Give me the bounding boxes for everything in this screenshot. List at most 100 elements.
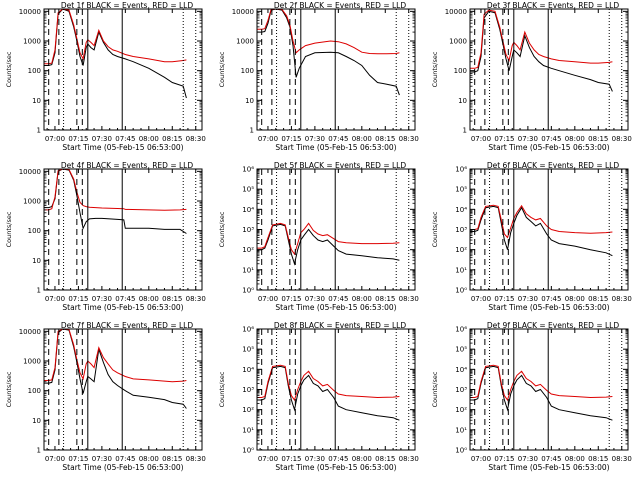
chart-title: Det 3f BLACK = Events, RED = LLD — [487, 1, 620, 10]
y-axis-label: Counts/sec — [218, 371, 226, 407]
plot-frame — [256, 168, 416, 291]
x-tick-label: 07:30 — [92, 455, 112, 463]
x-tick-label: 08:15 — [588, 135, 608, 143]
y-tick-label: 10¹ — [455, 426, 467, 434]
x-tick-label: 08:30 — [186, 455, 206, 463]
x-tick-label: 07:30 — [518, 455, 538, 463]
y-tick-label: 10⁴ — [455, 366, 467, 374]
y-tick-label: 10⁵ — [242, 186, 254, 194]
x-axis-label: Start Time (05-Feb-15 06:53:00) — [62, 143, 183, 152]
detector-panel-2: 07:00 07:15 07:30 07:45 08:00 08:15 08:30 1 10 10… — [213, 0, 426, 160]
x-tick-label: 07:15 — [68, 135, 88, 143]
lld-series-line — [44, 329, 187, 383]
events-series-line — [44, 329, 187, 409]
detector-panel-4: 07:00 07:15 07:30 07:45 08:00 08:15 08:30 1 10 10… — [0, 160, 213, 320]
x-tick-label: 08:30 — [612, 295, 632, 303]
y-tick-label: 1000 — [236, 38, 254, 46]
x-axis-label: Start Time (05-Feb-15 06:53:00) — [62, 463, 183, 472]
y-tick-label: 100 — [28, 67, 41, 75]
y-tick-label: 10² — [242, 406, 254, 414]
y-tick-label: 10⁴ — [455, 206, 467, 214]
x-tick-label: 08:30 — [612, 135, 632, 143]
lld-series-line — [257, 222, 400, 256]
y-tick-label: 100 — [28, 227, 41, 235]
x-tick-label: 08:00 — [565, 455, 585, 463]
y-tick-label: 10000 — [232, 8, 254, 16]
x-tick-label: 07:45 — [328, 135, 348, 143]
x-tick-label: 07:15 — [494, 295, 514, 303]
y-tick-label: 100 — [454, 67, 467, 75]
events-series-line — [470, 10, 613, 92]
plot-frame — [43, 328, 203, 451]
y-tick-label: 10⁵ — [455, 186, 467, 194]
x-tick-label: 07:00 — [471, 135, 491, 143]
x-tick-label: 08:00 — [352, 135, 372, 143]
x-tick-label: 07:45 — [115, 455, 135, 463]
y-axis-label: Counts/sec — [5, 211, 13, 247]
x-tick-label: 07:00 — [258, 455, 278, 463]
x-tick-label: 07:00 — [258, 295, 278, 303]
plot-frame — [469, 8, 629, 131]
x-tick-label: 08:30 — [399, 135, 419, 143]
x-tick-label: 08:30 — [399, 455, 419, 463]
y-axis-label: Counts/sec — [431, 51, 439, 87]
y-tick-label: 10⁰ — [242, 447, 254, 455]
y-tick-label: 10² — [455, 406, 467, 414]
y-tick-label: 1000 — [23, 358, 41, 366]
detector-panel-6: 07:00 07:15 07:30 07:45 08:00 08:15 08:30 10⁰ 10… — [426, 160, 639, 320]
x-tick-label: 07:45 — [541, 455, 561, 463]
detector-chart-svg: 07:00 07:15 07:30 07:45 08:00 08:15 08:30 10⁰ 10… — [431, 161, 632, 312]
y-tick-label: 10¹ — [242, 426, 254, 434]
y-axis-label: Counts/sec — [431, 371, 439, 407]
events-series-line — [44, 9, 187, 99]
x-tick-label: 07:45 — [541, 135, 561, 143]
lld-series-line — [44, 9, 187, 65]
y-tick-label: 10⁴ — [242, 206, 254, 214]
y-axis-label: Counts/sec — [218, 211, 226, 247]
x-tick-label: 07:15 — [68, 455, 88, 463]
y-tick-label: 1 — [250, 127, 254, 135]
detector-panel-8: 07:00 07:15 07:30 07:45 08:00 08:15 08:30 10⁰ 10… — [213, 320, 426, 480]
x-tick-label: 08:30 — [399, 295, 419, 303]
y-tick-label: 10 — [32, 417, 41, 425]
plot-frame — [469, 168, 629, 291]
events-series-line — [470, 365, 613, 421]
events-series-line — [44, 169, 187, 234]
detector-chart-svg: 07:00 07:15 07:30 07:45 08:00 08:15 08:30 1 10 10… — [5, 321, 206, 472]
x-tick-label: 07:30 — [305, 455, 325, 463]
x-tick-label: 07:15 — [494, 135, 514, 143]
x-tick-label: 08:15 — [375, 295, 395, 303]
plot-frame — [43, 168, 203, 291]
x-tick-label: 08:00 — [565, 135, 585, 143]
events-series-line — [257, 9, 400, 96]
lld-series-line — [470, 364, 613, 402]
x-tick-label: 07:15 — [281, 295, 301, 303]
detector-panel-3: 07:00 07:15 07:30 07:45 08:00 08:15 08:30 1 10 10… — [426, 0, 639, 160]
x-tick-label: 08:15 — [162, 295, 182, 303]
y-axis-label: Counts/sec — [431, 211, 439, 247]
y-tick-label: 10000 — [19, 8, 41, 16]
x-tick-label: 08:30 — [186, 295, 206, 303]
y-tick-label: 10³ — [242, 386, 254, 394]
y-tick-label: 10⁶ — [455, 166, 467, 174]
detector-chart-svg: 07:00 07:15 07:30 07:45 08:00 08:15 08:30 1 10 10… — [5, 161, 206, 312]
x-tick-label: 07:45 — [115, 135, 135, 143]
detector-chart-svg: 07:00 07:15 07:30 07:45 08:00 08:15 08:30 10⁰ 10… — [218, 161, 419, 312]
plot-frame — [256, 328, 416, 451]
x-tick-label: 07:15 — [281, 455, 301, 463]
x-axis-label: Start Time (05-Feb-15 06:53:00) — [488, 463, 609, 472]
plot-frame — [43, 8, 203, 131]
y-tick-label: 10⁰ — [455, 287, 467, 295]
lld-series-line — [470, 204, 613, 239]
x-tick-label: 07:45 — [115, 295, 135, 303]
lld-series-line — [44, 169, 187, 211]
y-tick-label: 10 — [32, 257, 41, 265]
x-tick-label: 08:00 — [352, 455, 372, 463]
x-tick-label: 07:00 — [45, 295, 65, 303]
x-tick-label: 08:00 — [139, 295, 159, 303]
y-tick-label: 100 — [28, 387, 41, 395]
y-tick-label: 10 — [245, 97, 254, 105]
events-series-line — [257, 223, 400, 266]
detector-chart-svg: 07:00 07:15 07:30 07:45 08:00 08:15 08:30 1 10 10… — [218, 1, 419, 152]
chart-title: Det 2f BLACK = Events, RED = LLD — [274, 1, 407, 10]
